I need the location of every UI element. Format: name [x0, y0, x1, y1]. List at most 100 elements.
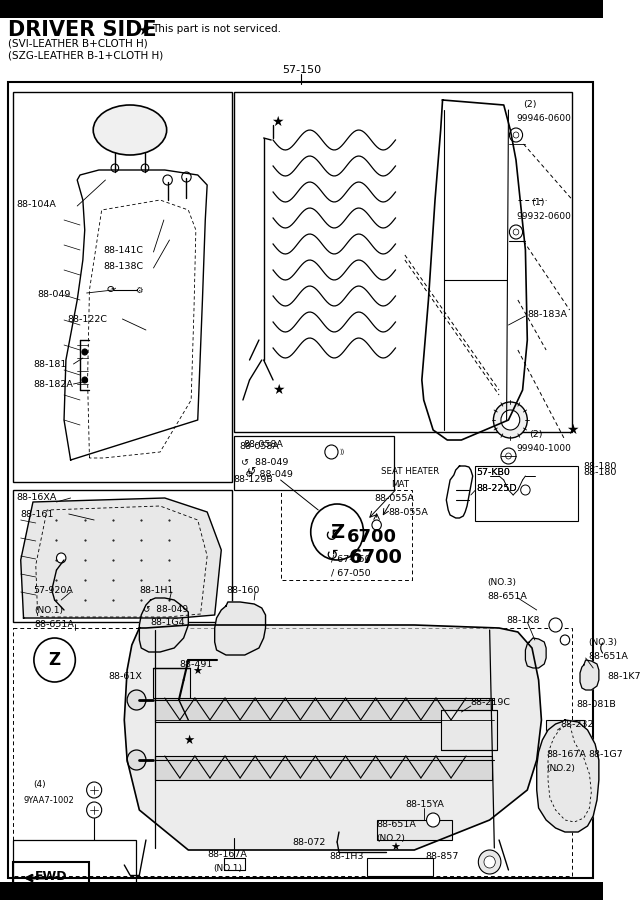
- Circle shape: [506, 453, 511, 459]
- Text: 57-KB0: 57-KB0: [476, 468, 510, 477]
- Text: (1): (1): [531, 198, 545, 207]
- Text: 88-225D: 88-225D: [476, 484, 517, 493]
- Text: 88-651A: 88-651A: [377, 820, 417, 829]
- Circle shape: [612, 655, 621, 665]
- Text: 88-058A: 88-058A: [243, 440, 283, 449]
- Text: 88-181: 88-181: [33, 360, 67, 369]
- Circle shape: [553, 767, 558, 773]
- Text: ⟩⟩: ⟩⟩: [340, 449, 346, 455]
- Circle shape: [493, 402, 527, 438]
- Circle shape: [484, 856, 495, 868]
- Circle shape: [82, 349, 88, 355]
- Text: (SZG-LEATHER B-1+CLOTH H): (SZG-LEATHER B-1+CLOTH H): [8, 50, 163, 60]
- Text: 88-857: 88-857: [426, 852, 459, 861]
- Text: 88-16XA: 88-16XA: [16, 493, 56, 502]
- Circle shape: [426, 813, 440, 827]
- Circle shape: [127, 750, 146, 770]
- Text: ★: ★: [390, 843, 401, 853]
- Circle shape: [548, 762, 563, 778]
- Bar: [0, 882, 603, 900]
- Text: 6700: 6700: [346, 528, 397, 546]
- Text: ⟳: ⟳: [106, 285, 116, 295]
- Text: 88-081B: 88-081B: [576, 700, 616, 709]
- Text: DRIVER SIDE: DRIVER SIDE: [8, 20, 156, 40]
- Text: ★: ★: [273, 383, 285, 397]
- Text: 88-160: 88-160: [226, 586, 259, 595]
- Circle shape: [521, 485, 530, 495]
- Text: 88-61X: 88-61X: [108, 672, 142, 681]
- Text: (NO.2): (NO.2): [377, 834, 406, 843]
- Text: 88-167A: 88-167A: [546, 750, 586, 759]
- Bar: [13, 628, 573, 876]
- Text: ⚙: ⚙: [136, 285, 143, 294]
- Text: 88-167A: 88-167A: [207, 850, 247, 859]
- Text: ↺: ↺: [324, 527, 339, 545]
- Circle shape: [560, 635, 570, 645]
- Text: 88-232: 88-232: [560, 720, 594, 729]
- Text: 99946-0600: 99946-0600: [516, 114, 571, 123]
- Bar: [546, 720, 584, 750]
- Text: ★: ★: [271, 115, 284, 129]
- Bar: [8, 82, 593, 878]
- Text: 88-180: 88-180: [584, 468, 617, 477]
- Text: 88-072: 88-072: [292, 838, 325, 847]
- Text: 88-1H1: 88-1H1: [140, 586, 173, 595]
- Circle shape: [86, 782, 102, 798]
- Bar: [280, 490, 412, 580]
- Bar: [13, 490, 232, 622]
- Bar: [0, 0, 603, 18]
- Text: 57-KB0: 57-KB0: [476, 468, 510, 477]
- Text: 88-183A: 88-183A: [527, 310, 567, 319]
- Bar: [13, 840, 136, 900]
- Text: ↺  88-049: ↺ 88-049: [241, 458, 289, 467]
- Text: Z: Z: [49, 651, 61, 669]
- Text: Z: Z: [330, 523, 344, 542]
- Circle shape: [501, 448, 516, 464]
- Text: (2): (2): [529, 430, 543, 439]
- Text: 88-104A: 88-104A: [16, 200, 56, 209]
- Text: 88-129B: 88-129B: [234, 475, 273, 484]
- Circle shape: [601, 641, 614, 655]
- Text: 88-1G4: 88-1G4: [150, 618, 186, 627]
- Circle shape: [478, 850, 501, 874]
- Bar: [584, 740, 593, 800]
- Text: 88-15YA: 88-15YA: [405, 800, 444, 809]
- Text: 88-651A: 88-651A: [488, 592, 527, 601]
- Polygon shape: [140, 598, 188, 652]
- Text: (4): (4): [33, 780, 45, 789]
- Circle shape: [82, 377, 88, 383]
- Circle shape: [372, 520, 381, 530]
- Bar: [13, 92, 232, 482]
- Text: (SVI-LEATHER B+CLOTH H): (SVI-LEATHER B+CLOTH H): [8, 38, 147, 48]
- Bar: [156, 756, 492, 780]
- Text: 57-150: 57-150: [282, 65, 321, 75]
- Polygon shape: [124, 625, 541, 850]
- Circle shape: [111, 164, 118, 172]
- Ellipse shape: [93, 105, 166, 155]
- Text: 88-049: 88-049: [38, 290, 71, 299]
- Text: 88-491: 88-491: [179, 660, 212, 669]
- Circle shape: [34, 638, 76, 682]
- Text: 88-058A: 88-058A: [239, 442, 279, 451]
- Text: 57-920A: 57-920A: [33, 586, 73, 595]
- Text: MAT: MAT: [391, 480, 409, 489]
- Bar: [441, 710, 497, 750]
- Polygon shape: [537, 720, 599, 832]
- Polygon shape: [20, 498, 221, 618]
- Text: SEAT HEATER: SEAT HEATER: [381, 467, 440, 476]
- Bar: [156, 698, 492, 722]
- Circle shape: [141, 164, 148, 172]
- Circle shape: [513, 132, 519, 138]
- Text: 88-122C: 88-122C: [68, 315, 108, 324]
- Text: ↺: ↺: [325, 547, 338, 562]
- Text: 88-180: 88-180: [584, 462, 617, 471]
- Text: 88-651A: 88-651A: [34, 620, 74, 629]
- Text: 6700: 6700: [348, 548, 403, 567]
- Text: ★: ★: [136, 23, 150, 38]
- Text: ★: ★: [182, 734, 194, 746]
- Text: (NO.3): (NO.3): [488, 578, 516, 587]
- Text: / 67-050: / 67-050: [332, 554, 371, 563]
- Text: (NO.2): (NO.2): [546, 764, 575, 773]
- Text: 88-1G7: 88-1G7: [589, 750, 623, 759]
- Circle shape: [549, 618, 562, 632]
